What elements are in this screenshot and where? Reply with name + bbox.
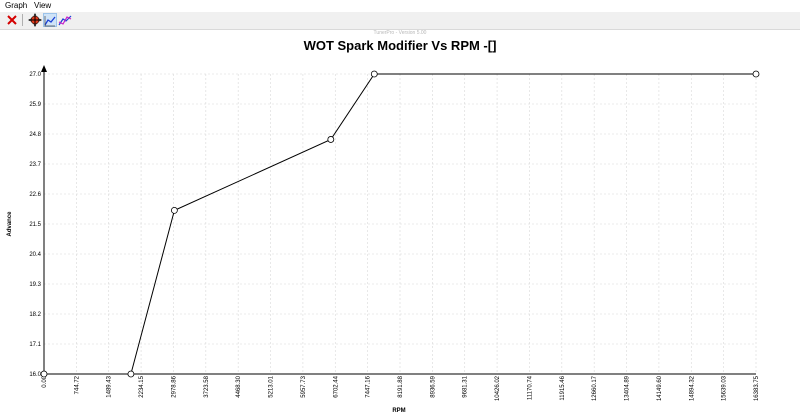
y-tick-label: 27.0 [29, 72, 41, 78]
data-point [40, 370, 48, 378]
x-tick-label: 1489.43 [107, 375, 113, 397]
y-tick-label: 25.9 [29, 102, 41, 108]
x-tick-label: 2234.15 [139, 375, 145, 397]
x-axis-label: RPM [392, 408, 405, 414]
y-axis-label: Advance [7, 211, 13, 237]
watermark-text: TunerPro - Version 5.00 [374, 30, 427, 36]
series-line [44, 73, 756, 375]
menu-graph[interactable]: Graph [5, 1, 28, 10]
x-tick-label: 11170.74 [527, 375, 533, 400]
x-ticks: 0.00 744.72 1489.43 2234.15 2978.86 3723.58 44… [42, 375, 760, 401]
x-tick-label: 8936.59 [430, 375, 436, 397]
toolbar-separator [22, 14, 23, 26]
x-tick-label: 11915.46 [560, 375, 566, 400]
compare-graph-button[interactable] [58, 13, 72, 27]
x-tick-label: 13404.89 [625, 375, 631, 401]
x-tick-label: 16383.75 [754, 375, 760, 401]
x-tick-label: 2978.86 [171, 375, 177, 397]
y-tick-label: 23.7 [29, 162, 41, 168]
menu-view[interactable]: View [34, 1, 52, 10]
x-tick-label: 5957.73 [301, 375, 307, 397]
y-tick-label: 16.0 [29, 372, 41, 378]
y-tick-label: 21.5 [29, 222, 41, 228]
line-graph-icon [44, 16, 56, 27]
x-tick-label: 0.00 [42, 375, 48, 387]
y-tick-label: 24.8 [29, 132, 41, 138]
y-axis-arrow [41, 65, 47, 72]
toolbar [0, 12, 800, 30]
y-tick-label: 17.1 [29, 342, 41, 348]
axes [41, 65, 756, 375]
x-tick-label: 12660.17 [592, 375, 598, 401]
grid [44, 73, 757, 374]
y-tick-label: 18.2 [29, 312, 41, 318]
pan-button[interactable] [28, 13, 42, 27]
data-point [327, 136, 335, 143]
menu-bar: Graph View [0, 0, 800, 12]
chart-title: WOT Spark Modifier Vs RPM -[] [304, 38, 497, 53]
y-tick-label: 20.4 [29, 252, 41, 258]
x-tick-label: 15639.03 [722, 375, 728, 401]
y-tick-label: 19.3 [29, 282, 41, 288]
y-tick-label: 22.6 [29, 192, 41, 198]
x-tick-label: 3723.58 [204, 375, 210, 397]
x-tick-label: 8191.88 [398, 375, 404, 397]
data-point [752, 70, 760, 78]
x-tick-label: 744.72 [74, 375, 80, 394]
line-graph-button[interactable] [43, 13, 57, 27]
x-tick-label: 14149.60 [657, 375, 663, 401]
graph-area[interactable]: TunerPro - Version 5.00 WOT Spark Modifi… [0, 29, 800, 415]
crosshair-move-icon [28, 13, 42, 27]
x-tick-label: 10426.02 [495, 375, 501, 401]
data-point [170, 206, 178, 214]
multi-line-graph-icon [58, 15, 72, 26]
x-tick-label: 5213.01 [269, 375, 275, 397]
series [40, 70, 760, 378]
x-tick-label: 4468.30 [236, 375, 242, 397]
x-tick-label: 6702.44 [333, 375, 339, 397]
x-tick-label: 9681.31 [463, 375, 469, 397]
x-tick-label: 14894.32 [689, 375, 695, 401]
data-point [127, 370, 135, 378]
y-ticks: 16.0 17.1 18.2 19.3 20.4 21.5 22.6 23.7 24.8 25.9… [29, 72, 41, 378]
red-x-icon [7, 15, 17, 25]
close-graph-button[interactable] [5, 13, 19, 27]
x-tick-label: 7447.16 [366, 375, 372, 397]
data-point [370, 70, 378, 78]
